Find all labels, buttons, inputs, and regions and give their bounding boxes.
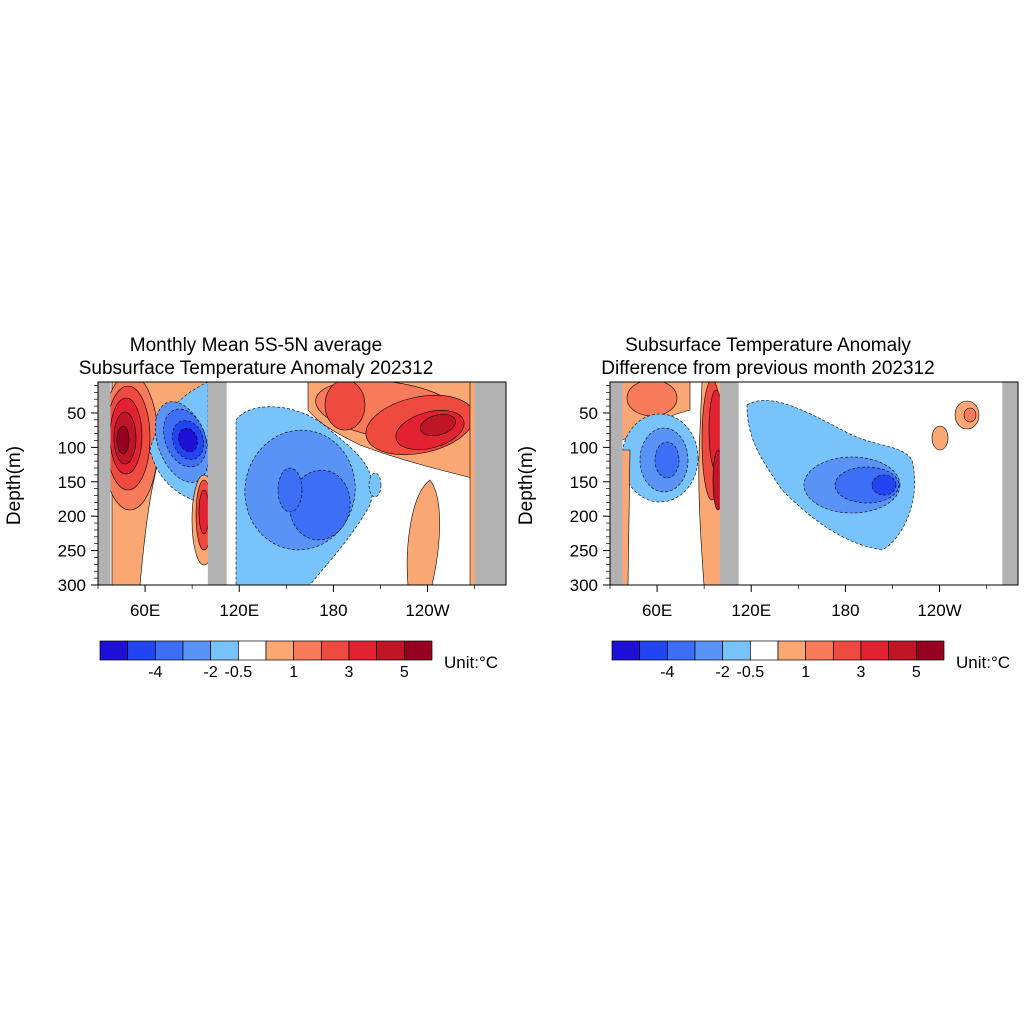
- contour-chart-svg: 50 100 150 200 250 300 60E 120E 180 120W Depth(m) -…: [4, 381, 507, 681]
- colorbar-tick-label: -0.5: [225, 664, 253, 681]
- colorbar-tick-label: -4: [148, 664, 162, 681]
- colorbar-swatch: [639, 640, 668, 661]
- colorbar-swatch: [182, 640, 212, 661]
- colorbar-swatch: [210, 640, 239, 661]
- colorbar-tick-label: 1: [289, 664, 298, 681]
- colorbar-swatch: [99, 640, 129, 661]
- y-tick-label: 100: [58, 438, 86, 457]
- contour-chart-svg: 50 100 150 200 250 300 60E 120E 180 120W Depth(m) -…: [516, 381, 1019, 681]
- contour-region: [368, 472, 382, 498]
- colorbar-tick-label: 3: [857, 664, 866, 681]
- x-tick-label: 120E: [219, 601, 259, 620]
- panel-title-line1: Monthly Mean 5S-5N average: [129, 335, 383, 356]
- x-tick-label: 120W: [917, 601, 961, 620]
- colorbar-swatch: [805, 640, 834, 661]
- contour-region: [116, 425, 130, 455]
- colorbar-tick-label: 1: [801, 664, 810, 681]
- colorbar-swatch: [777, 640, 807, 661]
- colorbar-swatch: [860, 640, 890, 661]
- y-tick-label: 300: [570, 576, 598, 595]
- land-mask: [719, 382, 739, 585]
- colorbar-tick-label: -0.5: [737, 664, 765, 681]
- colorbar-swatch: [694, 640, 724, 661]
- panel-title-line2: Subsurface Temperature Anomaly 202312: [78, 358, 434, 379]
- land-mask: [610, 382, 623, 585]
- colorbar-swatch: [127, 640, 156, 661]
- colorbar-swatch: [666, 640, 696, 661]
- land-mask: [474, 382, 506, 585]
- y-tick-label: 200: [570, 507, 598, 526]
- y-tick-label: 200: [58, 507, 86, 526]
- colorbar-swatch: [832, 640, 862, 661]
- contour-region: [277, 467, 303, 513]
- y-tick-label: 250: [58, 542, 86, 561]
- x-tick-label: 60E: [130, 601, 160, 620]
- colorbar-swatch: [154, 640, 184, 661]
- y-tick-label: 100: [570, 438, 598, 457]
- colorbar-swatch: [722, 640, 751, 661]
- y-tick-label: 50: [579, 404, 598, 423]
- colorbar-tick-label: -2: [716, 664, 730, 681]
- land-mask: [98, 382, 111, 585]
- colorbar-swatch: [237, 640, 267, 661]
- colorbar-swatch: [348, 640, 378, 661]
- colorbar-tick-label: -4: [660, 664, 674, 681]
- y-axis-label: Depth(m): [516, 446, 537, 525]
- contour-region: [871, 474, 897, 496]
- colorbar-swatch: [293, 640, 322, 661]
- contour-region: [626, 382, 678, 417]
- colorbar-swatch: [611, 640, 641, 661]
- colorbar-swatch: [403, 640, 433, 661]
- contour-region: [406, 479, 440, 585]
- contour-region: [178, 428, 198, 452]
- colorbar-tick-label: 5: [400, 664, 409, 681]
- panel-title-line1: Subsurface Temperature Anomaly: [625, 335, 911, 356]
- plot-frame: [609, 381, 1019, 586]
- contour-region: [324, 382, 366, 431]
- plot-frame: [97, 381, 507, 586]
- colorbar-swatch: [265, 640, 295, 661]
- plot-area: [610, 382, 1018, 585]
- y-tick-label: 300: [58, 576, 86, 595]
- x-tick-label: 180: [319, 601, 347, 620]
- y-tick-label: 250: [570, 542, 598, 561]
- y-axis-label: Depth(m): [4, 446, 25, 525]
- colorbar-swatch: [915, 640, 945, 661]
- colorbar-swatch: [749, 640, 779, 661]
- contour-region: [420, 413, 456, 437]
- contour-region: [931, 425, 949, 451]
- y-tick-label: 50: [67, 404, 86, 423]
- colorbar-tick-label: 5: [912, 664, 921, 681]
- land-mask: [207, 382, 227, 585]
- y-tick-label: 150: [58, 473, 86, 492]
- colorbar-tick-label: -2: [204, 664, 218, 681]
- contour-region: [198, 489, 210, 535]
- x-tick-label: 120W: [405, 601, 449, 620]
- plot-area: [98, 382, 506, 585]
- panel-title-line2: Difference from previous month 202312: [601, 358, 935, 379]
- x-tick-label: 120E: [731, 601, 771, 620]
- x-tick-label: 60E: [642, 601, 672, 620]
- colorbar-tick-label: 3: [345, 664, 354, 681]
- contour-region: [654, 441, 680, 479]
- colorbar-swatch: [376, 640, 405, 661]
- colorbar-swatch: [320, 640, 350, 661]
- colorbar-unit-label: Unit:°C: [956, 653, 1010, 672]
- land-mask: [1002, 382, 1018, 585]
- x-tick-label: 180: [831, 601, 859, 620]
- y-tick-label: 150: [570, 473, 598, 492]
- colorbar-unit-label: Unit:°C: [444, 653, 498, 672]
- colorbar-swatch: [888, 640, 917, 661]
- contour-region: [963, 407, 977, 423]
